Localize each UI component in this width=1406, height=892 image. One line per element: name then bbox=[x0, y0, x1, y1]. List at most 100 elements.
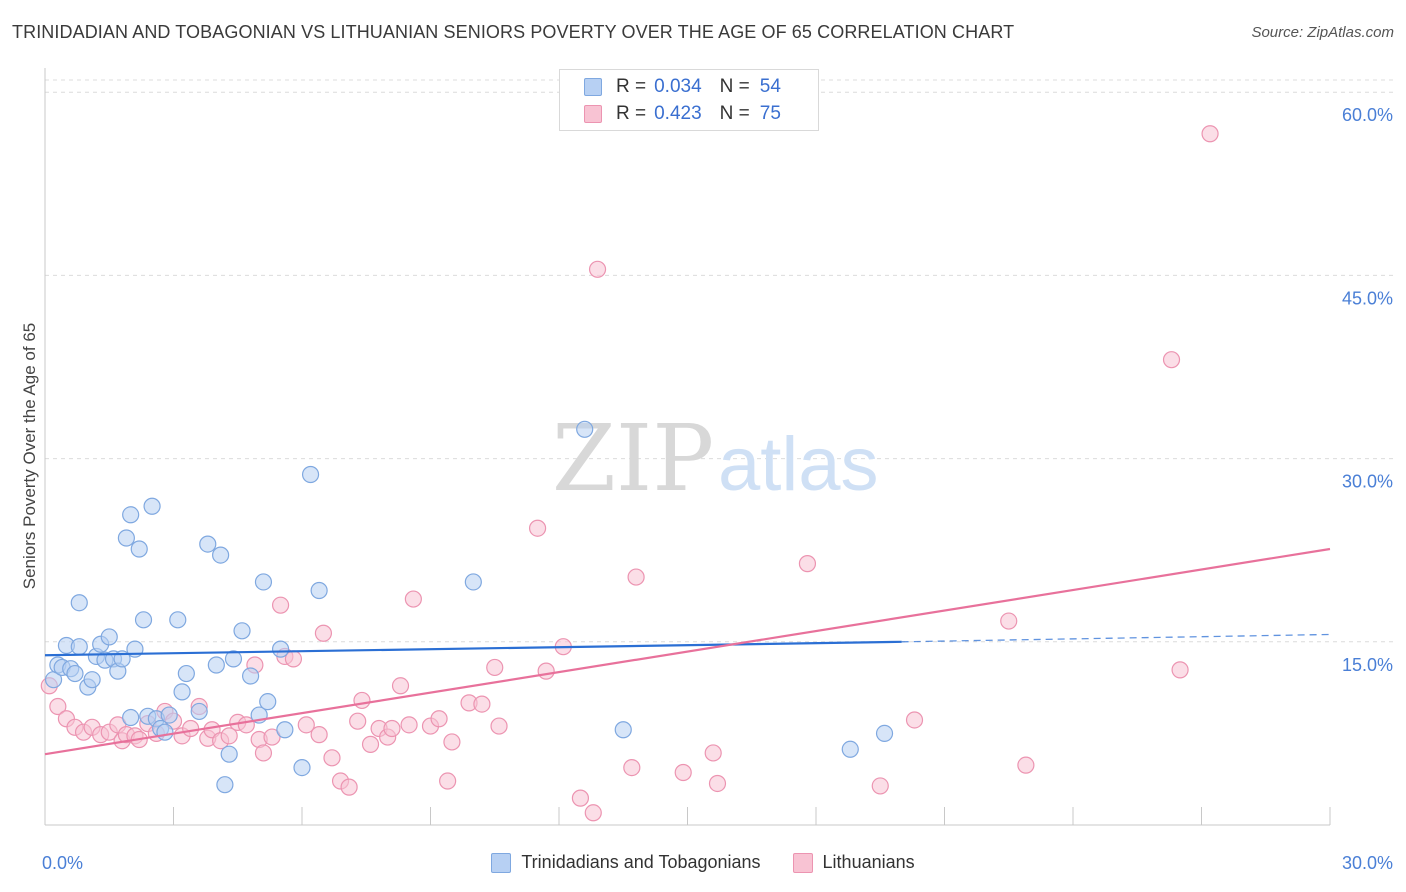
n-value: 75 bbox=[759, 103, 781, 124]
data-point-lithuanians bbox=[708, 774, 727, 793]
data-point-trinidadians bbox=[83, 671, 101, 689]
data-point-lithuanians bbox=[490, 717, 508, 735]
data-point-lithuanians bbox=[391, 677, 410, 695]
chart-title: TRINIDADIAN AND TOBAGONIAN VS LITHUANIAN… bbox=[12, 22, 1015, 42]
data-point-trinidadians bbox=[224, 650, 243, 668]
data-point-lithuanians bbox=[361, 735, 380, 753]
data-point-trinidadians bbox=[177, 664, 195, 683]
data-point-trinidadians bbox=[271, 640, 290, 658]
data-point-trinidadians bbox=[259, 693, 277, 711]
data-point-trinidadians bbox=[134, 611, 153, 629]
data-point-trinidadians bbox=[875, 724, 894, 743]
legend-item-lithuanians[interactable]: Lithuanians bbox=[792, 852, 915, 873]
trend-line-lithuanians bbox=[44, 547, 1331, 756]
data-point-lithuanians bbox=[588, 260, 607, 278]
data-point-lithuanians bbox=[871, 777, 889, 795]
watermark: ZIP atlas bbox=[552, 405, 879, 512]
data-point-lithuanians bbox=[439, 772, 457, 790]
data-point-trinidadians bbox=[614, 721, 632, 739]
data-point-lithuanians bbox=[704, 744, 722, 762]
data-point-lithuanians bbox=[798, 555, 817, 573]
x-tick-label: 30.0% bbox=[1342, 853, 1393, 873]
data-point-lithuanians bbox=[323, 749, 341, 767]
data-point-lithuanians bbox=[905, 711, 924, 729]
data-point-lithuanians bbox=[1201, 125, 1219, 143]
data-point-trinidadians bbox=[169, 611, 187, 629]
data-point-lithuanians bbox=[220, 727, 238, 745]
data-point-trinidadians bbox=[160, 706, 178, 724]
data-point-trinidadians bbox=[117, 529, 135, 547]
data-point-trinidadians bbox=[173, 683, 191, 701]
data-point-lithuanians bbox=[528, 519, 547, 537]
data-point-trinidadians bbox=[233, 622, 251, 640]
data-point-lithuanians bbox=[486, 658, 504, 677]
data-point-lithuanians bbox=[473, 695, 491, 713]
data-point-lithuanians bbox=[383, 719, 401, 738]
data-point-trinidadians bbox=[301, 465, 320, 484]
data-point-trinidadians bbox=[70, 594, 88, 612]
data-point-trinidadians bbox=[242, 667, 260, 685]
data-point-lithuanians bbox=[310, 726, 328, 744]
watermark-atlas: atlas bbox=[718, 422, 879, 507]
legend-swatch-pink bbox=[792, 852, 813, 873]
data-point-trinidadians bbox=[207, 656, 225, 674]
data-point-trinidadians bbox=[122, 506, 140, 524]
legend-label-lithuanians: Lithuanians bbox=[822, 852, 915, 872]
data-point-lithuanians bbox=[430, 710, 448, 728]
data-point-lithuanians bbox=[674, 763, 692, 782]
tick-labels: 15.0% 30.0% 45.0% 60.0% 0.0% 30.0% bbox=[42, 105, 1393, 873]
n-label: N = bbox=[719, 103, 750, 124]
data-point-lithuanians bbox=[404, 590, 422, 608]
data-point-trinidadians bbox=[576, 420, 594, 438]
data-point-trinidadians bbox=[254, 573, 273, 591]
data-point-lithuanians bbox=[1000, 612, 1018, 630]
data-point-lithuanians bbox=[1171, 661, 1189, 679]
data-point-lithuanians bbox=[263, 728, 281, 746]
data-point-lithuanians bbox=[623, 758, 641, 777]
data-point-trinidadians bbox=[100, 628, 118, 646]
data-point-lithuanians bbox=[349, 712, 367, 730]
gridlines bbox=[45, 79, 1395, 643]
data-point-lithuanians bbox=[443, 733, 461, 751]
data-point-trinidadians bbox=[143, 497, 161, 515]
legend-item-trinidadians[interactable]: Trinidadians and Tobagonians bbox=[491, 852, 761, 873]
r-value: 0.423 bbox=[654, 103, 702, 124]
data-point-lithuanians bbox=[297, 716, 315, 734]
source-credit: Source: ZipAtlas.com bbox=[1251, 24, 1394, 41]
x-tick-label: 0.0% bbox=[42, 853, 83, 873]
watermark-zip: ZIP bbox=[552, 405, 714, 512]
stats-legend: R = 0.034 N = 54 R = 0.423 N = 75 bbox=[559, 69, 819, 131]
data-point-trinidadians bbox=[276, 721, 294, 739]
trend-line-trinidadians bbox=[44, 640, 902, 657]
swatch-pink bbox=[584, 105, 602, 123]
data-point-trinidadians bbox=[70, 638, 88, 656]
data-point-trinidadians bbox=[156, 723, 174, 741]
data-point-lithuanians bbox=[271, 596, 290, 614]
y-tick-label: 60.0% bbox=[1342, 105, 1393, 125]
data-point-lithuanians bbox=[584, 804, 602, 822]
r-value: 0.034 bbox=[654, 76, 702, 97]
data-point-lithuanians bbox=[49, 697, 67, 716]
axes bbox=[44, 68, 1331, 826]
y-tick-label: 45.0% bbox=[1342, 288, 1393, 308]
data-point-trinidadians bbox=[220, 745, 238, 763]
data-point-lithuanians bbox=[571, 789, 590, 807]
data-point-lithuanians bbox=[537, 662, 555, 680]
r-label: R = bbox=[616, 103, 647, 124]
data-point-trinidadians bbox=[464, 573, 482, 591]
trend-lines bbox=[44, 547, 1331, 756]
data-point-lithuanians bbox=[340, 778, 358, 796]
stats-row-trinidadians: R = 0.034 N = 54 bbox=[584, 74, 781, 100]
series-trinidadians bbox=[44, 420, 894, 794]
data-point-lithuanians bbox=[627, 568, 645, 586]
data-point-lithuanians bbox=[254, 744, 273, 762]
trend-extension-trinidadians bbox=[901, 633, 1331, 643]
n-value: 54 bbox=[759, 76, 781, 97]
data-point-trinidadians bbox=[190, 702, 208, 721]
stats-row-lithuanians: R = 0.423 N = 75 bbox=[584, 101, 781, 127]
data-point-trinidadians bbox=[216, 776, 234, 794]
data-point-lithuanians bbox=[182, 719, 200, 738]
data-point-trinidadians bbox=[841, 740, 859, 758]
data-point-trinidadians bbox=[66, 664, 84, 683]
